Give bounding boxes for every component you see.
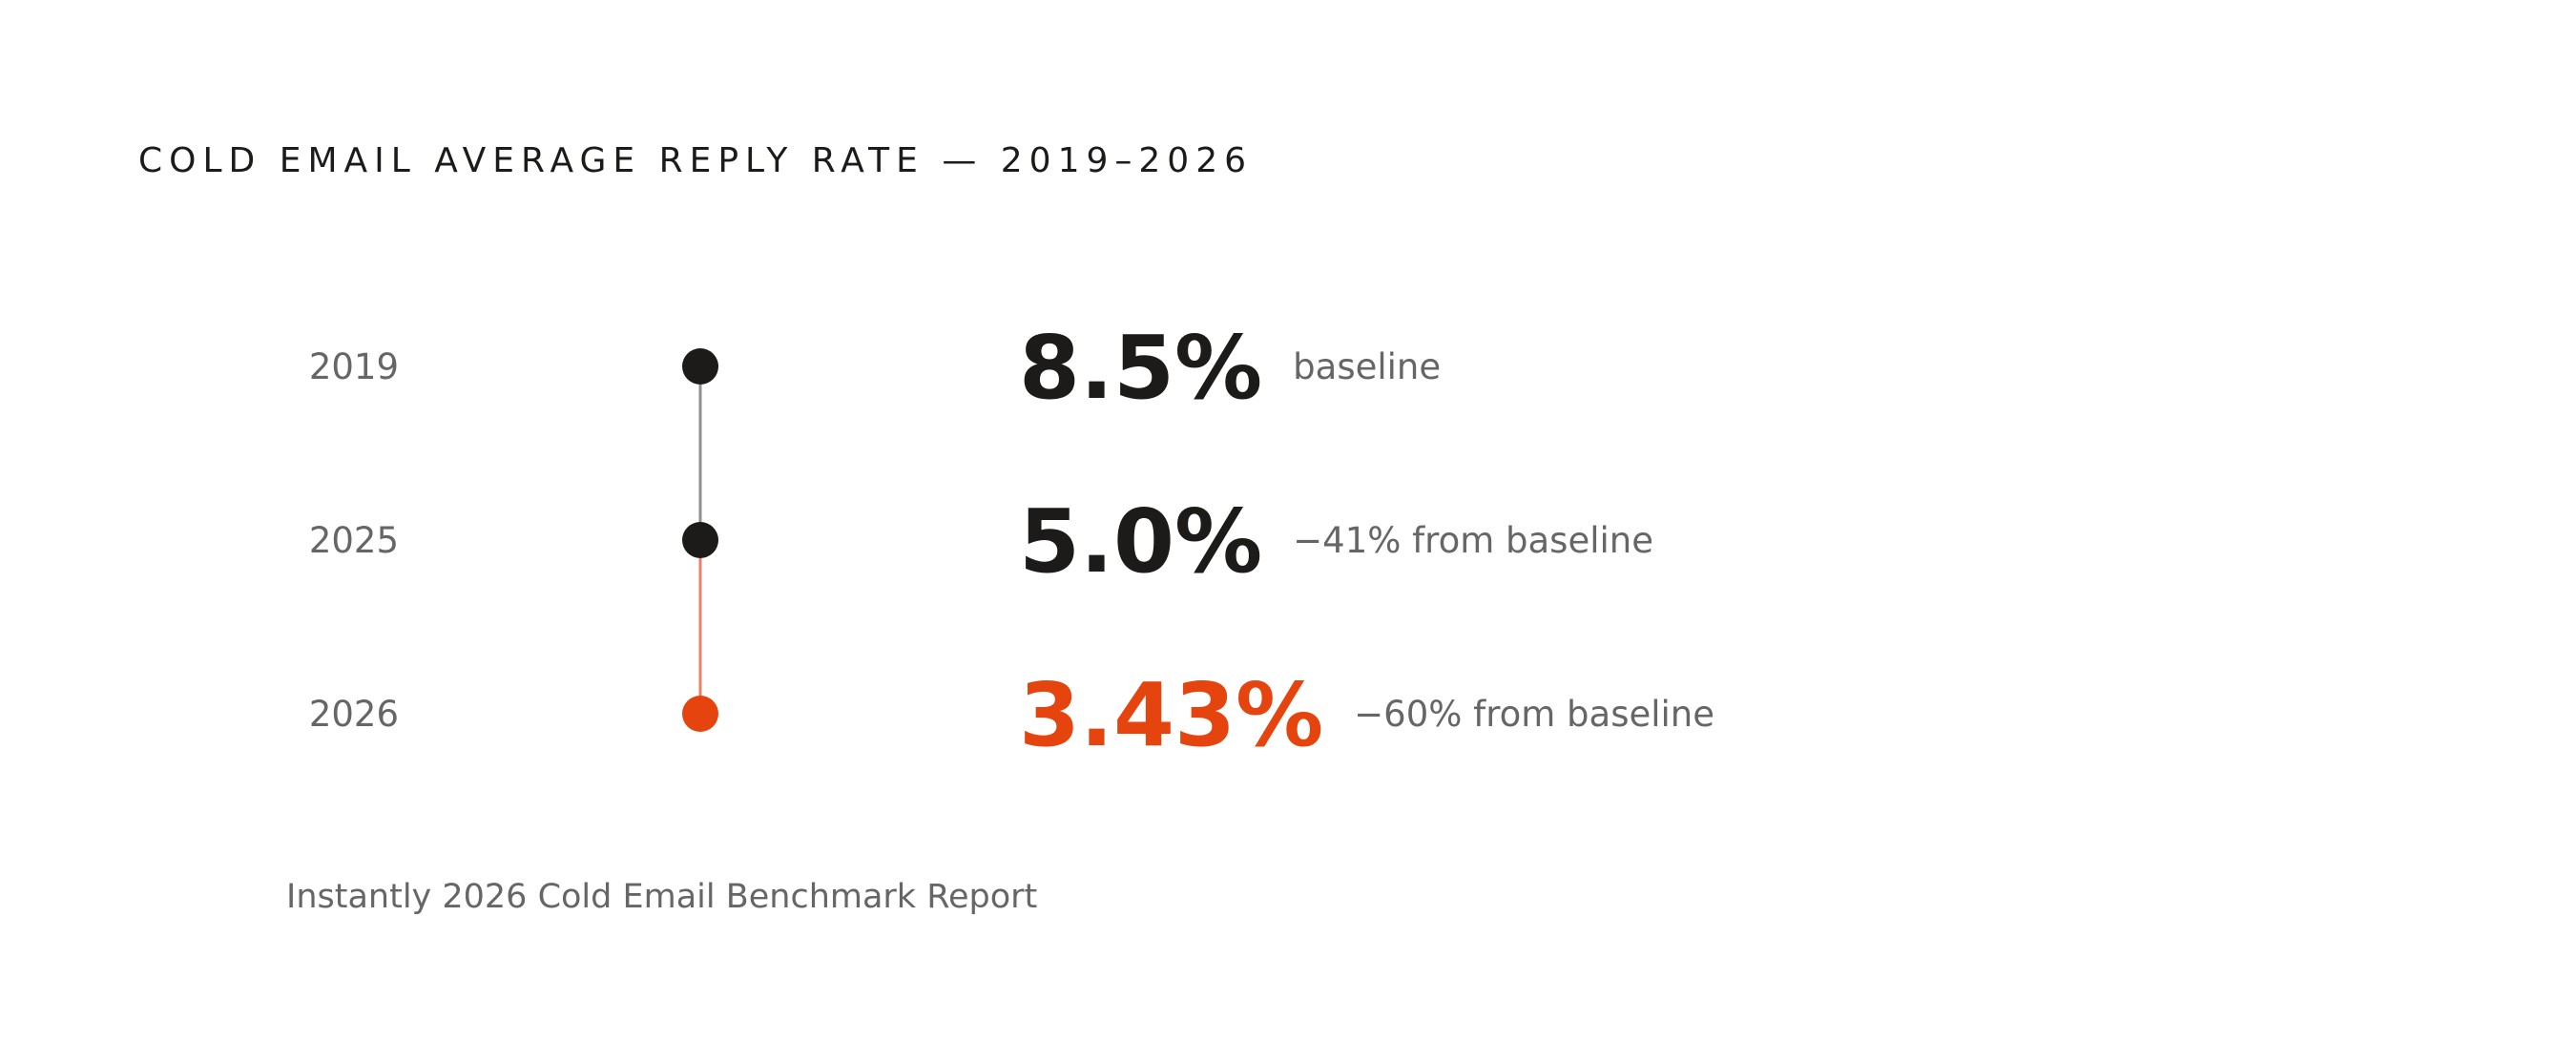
chart-title: COLD EMAIL AVERAGE REPLY RATE — 2019–202… [138, 141, 1253, 180]
point-marker-2026 [682, 696, 718, 732]
chart-source: Instantly 2026 Cold Email Benchmark Repo… [286, 878, 1038, 916]
value-label-2026: 3.43% [1019, 664, 1323, 766]
value-label-2019: 8.5% [1019, 317, 1262, 419]
year-label-2025: 2025 [309, 520, 399, 561]
year-label-2026: 2026 [309, 694, 399, 735]
year-label-2019: 2019 [309, 346, 399, 387]
note-label-2025: −41% from baseline [1293, 520, 1653, 561]
point-marker-2025 [682, 522, 718, 558]
timeline-labels: 2019 8.5% baseline 2025 5.0% −41% from baseli… [309, 317, 1714, 766]
note-label-2019: baseline [1293, 346, 1441, 387]
timeline-markers [682, 348, 718, 732]
note-label-2026: −60% from baseline [1354, 694, 1714, 735]
point-marker-2019 [682, 348, 718, 385]
value-label-2025: 5.0% [1019, 490, 1262, 593]
